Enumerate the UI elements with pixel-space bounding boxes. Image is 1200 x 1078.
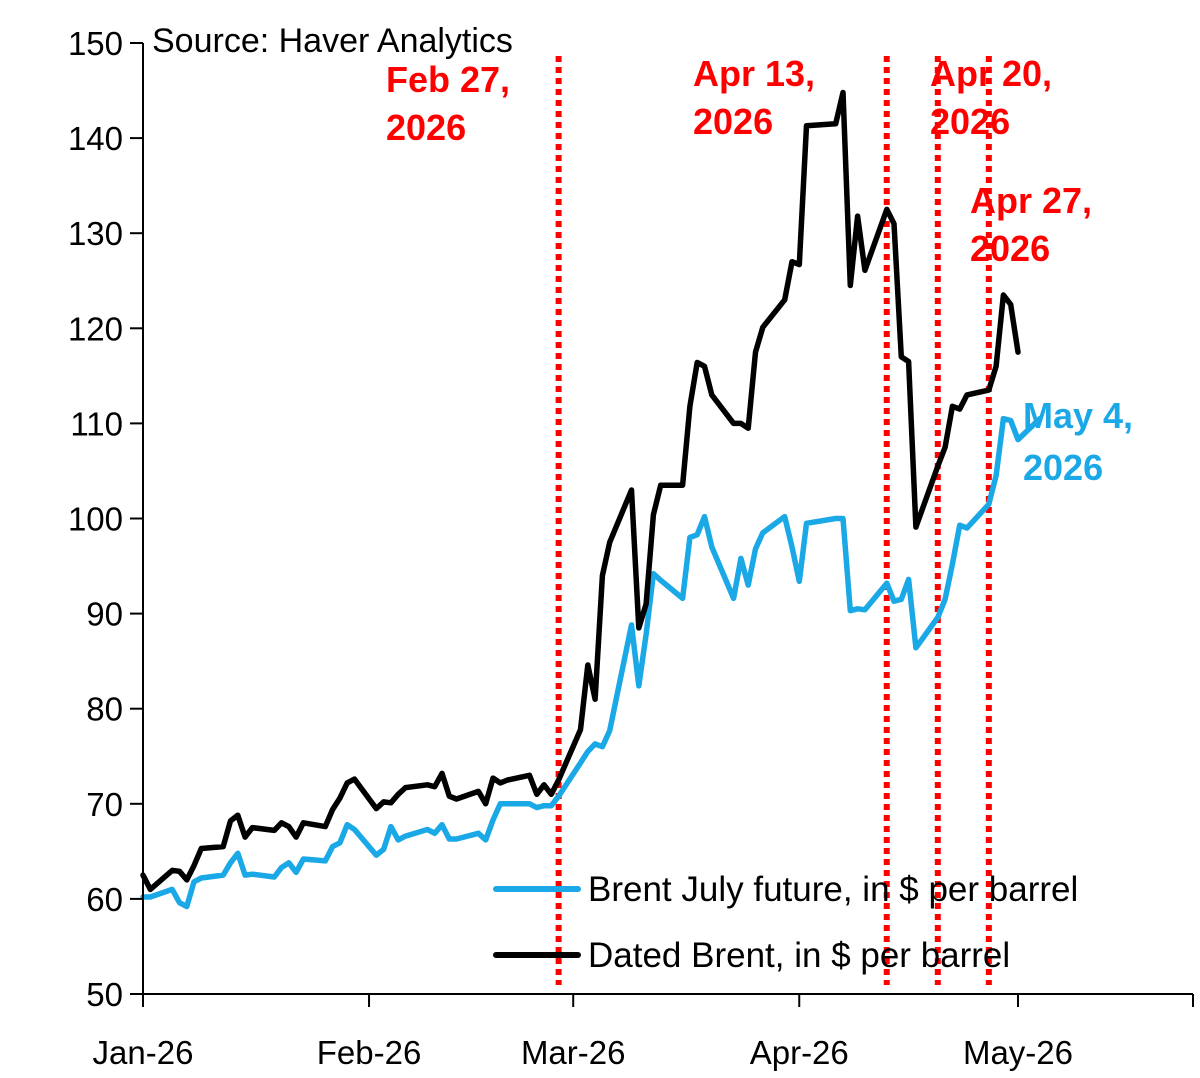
y-tick-label: 50 [86,976,123,1013]
y-tick-label: 120 [68,310,123,347]
y-tick-label: 150 [68,25,123,62]
legend-label-2: Dated Brent, in $ per barrel [588,936,1010,975]
x-tick-label: Mar-26 [521,1034,626,1071]
y-tick-label: 70 [86,786,123,823]
y-tick-label: 80 [86,691,123,728]
x-tick-label: May-26 [963,1034,1073,1071]
y-tick-label: 140 [68,120,123,157]
marker-label-4: 2026 [970,228,1050,269]
axes [130,42,1194,1007]
y-tick-label: 110 [70,405,123,442]
source-note: Source: Haver Analytics [152,22,513,60]
series-lines [140,89,1043,910]
series-line-1 [140,415,1043,910]
tick-labels: 50 60 70 80 90 100 110 120 130 140 150 Jan-26 Feb-26… [68,25,1073,1071]
legend-label-1: Brent July future, in $ per barrel [588,870,1078,909]
legend: Brent July future, in $ per barrel Dated … [493,870,1078,975]
marker-label-2: 2026 [693,101,773,142]
y-tick-label: 100 [68,501,123,538]
marker-label-3: 2026 [930,101,1010,142]
x-tick-label: Jan-26 [93,1034,194,1071]
marker-label-2: Apr 13, [693,53,815,94]
marker-label-1: 2026 [386,107,466,148]
y-tick-label: 90 [86,596,123,633]
marker-label-4: Apr 27, [970,180,1092,221]
x-tick-label: Apr-26 [750,1034,849,1071]
y-tick-label: 130 [68,215,123,252]
series-line-2 [140,89,1021,893]
end-label: 2026 [1023,447,1103,488]
end-label: May 4, [1023,395,1133,436]
marker-annotations: Feb 27, 2026 Apr 13, 2026 Apr 20, 2026 Apr 27,… [386,53,1133,488]
y-tick-label: 60 [86,881,123,918]
marker-label-1: Feb 27, [386,59,510,100]
vertical-markers [555,56,992,985]
marker-label-3: Apr 20, [930,53,1052,94]
x-tick-label: Feb-26 [317,1034,422,1071]
